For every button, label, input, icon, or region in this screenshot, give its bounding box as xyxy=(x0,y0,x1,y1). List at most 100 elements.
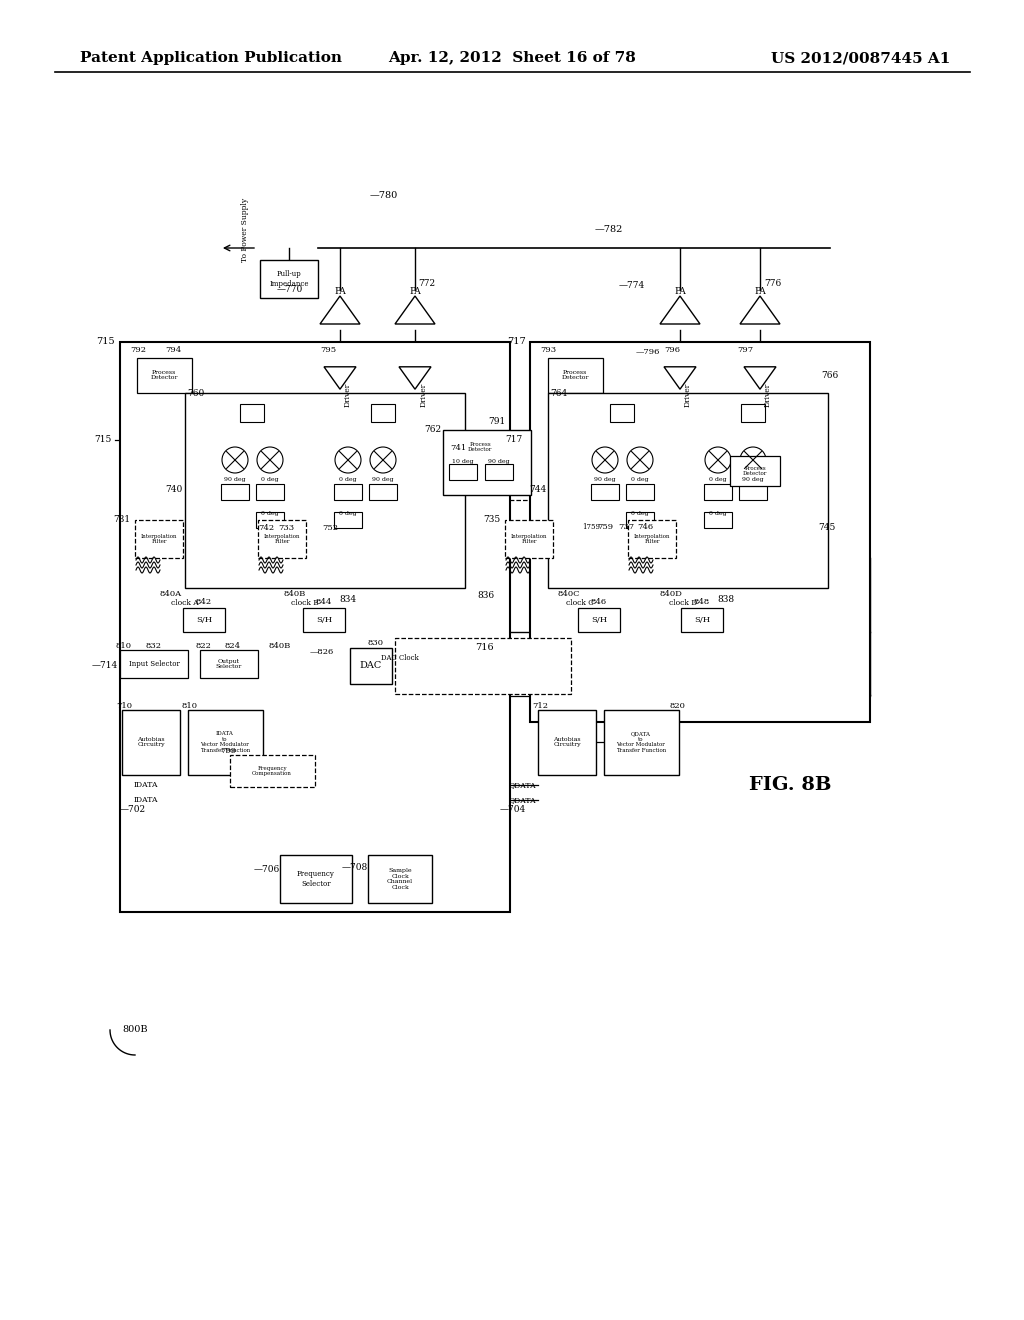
Bar xyxy=(730,455,780,486)
Text: S/H: S/H xyxy=(316,616,332,624)
Text: 715: 715 xyxy=(96,338,115,346)
Text: 1759: 1759 xyxy=(582,523,600,531)
Text: Pull-up
Impedance: Pull-up Impedance xyxy=(269,271,309,288)
Text: Driver: Driver xyxy=(420,383,428,407)
Bar xyxy=(626,484,654,500)
Text: DAC: DAC xyxy=(359,661,382,671)
Text: S/H: S/H xyxy=(591,616,607,624)
Text: 832: 832 xyxy=(145,642,161,649)
Bar xyxy=(240,404,264,422)
Text: Autobias
Circuitry: Autobias Circuitry xyxy=(553,737,581,747)
Text: QDATA
to
Vector Modulator
Transfer Function: QDATA to Vector Modulator Transfer Funct… xyxy=(615,731,667,754)
Text: 715: 715 xyxy=(94,436,112,445)
Text: 735: 735 xyxy=(482,516,500,524)
Text: Process
Detector: Process Detector xyxy=(561,370,589,380)
Text: 810: 810 xyxy=(182,702,198,710)
Bar xyxy=(183,609,225,632)
Bar xyxy=(395,638,571,694)
Bar xyxy=(303,609,345,632)
Text: S/H: S/H xyxy=(694,616,710,624)
Text: 745: 745 xyxy=(818,523,836,532)
Text: Frequency
Selector: Frequency Selector xyxy=(297,870,335,887)
Bar xyxy=(628,520,676,558)
Text: IDATA: IDATA xyxy=(133,796,158,804)
Text: —796: —796 xyxy=(636,348,660,356)
Bar xyxy=(369,484,397,500)
Text: 0 deg: 0 deg xyxy=(631,478,649,483)
Text: 776: 776 xyxy=(764,279,781,288)
Bar xyxy=(260,260,318,298)
Text: 844: 844 xyxy=(315,598,332,606)
Text: 764: 764 xyxy=(550,388,567,397)
Text: clock D: clock D xyxy=(669,599,697,607)
Text: To Power Supply: To Power Supply xyxy=(241,198,249,263)
Text: 838: 838 xyxy=(718,595,734,605)
Text: 710: 710 xyxy=(116,702,132,710)
Text: PA: PA xyxy=(410,288,421,297)
Text: 0 deg: 0 deg xyxy=(631,511,649,516)
Text: 744: 744 xyxy=(528,486,546,495)
Text: 737: 737 xyxy=(617,523,634,531)
Text: clock C: clock C xyxy=(566,599,594,607)
Text: US 2012/0087445 A1: US 2012/0087445 A1 xyxy=(771,51,950,65)
Text: 772: 772 xyxy=(418,279,435,288)
Text: 0 deg: 0 deg xyxy=(339,511,356,516)
Text: 830: 830 xyxy=(368,639,384,647)
Text: —714: —714 xyxy=(92,660,118,669)
Text: 793: 793 xyxy=(540,346,556,354)
Text: 0 deg: 0 deg xyxy=(710,511,727,516)
Text: 90 deg: 90 deg xyxy=(224,478,246,483)
Text: IDATA: IDATA xyxy=(133,781,158,789)
Text: 716: 716 xyxy=(475,644,494,652)
Text: 795: 795 xyxy=(319,346,336,354)
Text: 820: 820 xyxy=(669,702,685,710)
Bar xyxy=(258,520,306,558)
Bar xyxy=(280,855,352,903)
Text: 840B: 840B xyxy=(283,590,305,598)
Text: QDATA: QDATA xyxy=(508,796,536,804)
Text: 746: 746 xyxy=(637,523,653,531)
Text: Frequency
Compensation: Frequency Compensation xyxy=(252,766,292,776)
Bar xyxy=(610,404,634,422)
Text: —706: —706 xyxy=(254,866,280,874)
Bar xyxy=(681,609,723,632)
Text: 740: 740 xyxy=(166,486,183,495)
Bar xyxy=(443,430,531,495)
Text: 842: 842 xyxy=(196,598,212,606)
Text: clock A: clock A xyxy=(171,599,199,607)
Text: Interpolation
Filter: Interpolation Filter xyxy=(511,533,547,544)
Bar xyxy=(350,648,392,684)
Text: 752: 752 xyxy=(322,524,338,532)
Bar xyxy=(120,649,188,678)
Text: Driver: Driver xyxy=(684,383,692,407)
Text: QDATA: QDATA xyxy=(508,781,536,789)
Bar xyxy=(221,484,249,500)
Text: 10 deg: 10 deg xyxy=(453,459,474,465)
Text: 836: 836 xyxy=(477,591,495,601)
Text: —780: —780 xyxy=(370,190,398,199)
Text: 824: 824 xyxy=(225,642,241,649)
Bar xyxy=(591,484,618,500)
Text: Patent Application Publication: Patent Application Publication xyxy=(80,51,342,65)
Text: Autobias
Circuitry: Autobias Circuitry xyxy=(137,737,165,747)
Text: 840D: 840D xyxy=(660,590,683,598)
Bar xyxy=(368,855,432,903)
Text: 759: 759 xyxy=(597,523,613,531)
Text: 840C: 840C xyxy=(558,590,581,598)
Text: 810: 810 xyxy=(115,642,131,649)
Text: 731: 731 xyxy=(113,516,130,524)
Bar xyxy=(122,710,180,775)
Text: 796: 796 xyxy=(664,346,680,354)
Bar xyxy=(230,755,315,787)
Text: Sample
Clock
Channel
Clock: Sample Clock Channel Clock xyxy=(387,867,413,890)
Text: Process
Detector: Process Detector xyxy=(468,442,493,453)
Bar xyxy=(256,512,284,528)
Bar xyxy=(135,520,183,558)
Bar xyxy=(505,520,553,558)
Bar xyxy=(626,512,654,528)
Bar xyxy=(530,342,870,722)
Text: 0 deg: 0 deg xyxy=(261,511,279,516)
Text: 822: 822 xyxy=(195,642,211,649)
Text: 712: 712 xyxy=(532,702,548,710)
Bar xyxy=(548,393,828,587)
